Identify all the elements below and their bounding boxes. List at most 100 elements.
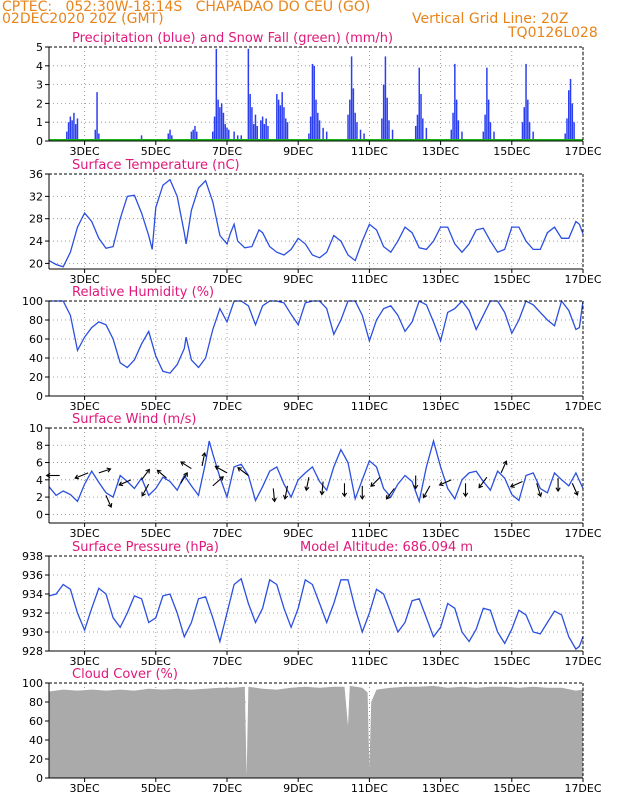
panel-0 <box>45 46 584 145</box>
y-tick-label: 2 <box>36 491 43 504</box>
y-tick-label: 100 <box>22 295 43 308</box>
wind-vector <box>212 476 224 487</box>
y-tick-label: 100 <box>22 677 43 690</box>
precip-bar <box>212 131 214 141</box>
precip-bar <box>215 48 218 141</box>
panel-title: Surface Temperature (nC) <box>72 158 240 173</box>
header-station: CPTEC: 052:30W-18:14S CHAPADAO DO CEU (G… <box>2 0 371 15</box>
wind-vector <box>180 461 192 470</box>
precip-bar <box>190 131 193 141</box>
wind-vector <box>237 467 249 476</box>
wind-vector-head <box>106 467 112 473</box>
precip-bar <box>226 127 228 141</box>
wind-vector-head <box>573 490 579 496</box>
precip-bar <box>309 116 312 141</box>
y-tick-label: 928 <box>22 645 43 658</box>
precip-bar <box>240 135 242 141</box>
x-tick-label: 15DEC <box>493 145 530 158</box>
panel-1 <box>45 173 584 273</box>
y-tick-label: 5 <box>36 41 43 54</box>
panel-title: Relative Humidity (%) <box>72 285 214 300</box>
y-tick-label: 934 <box>22 588 43 601</box>
x-tick-label: 15DEC <box>493 782 530 795</box>
wind-vector-head <box>478 483 484 489</box>
precip-bar <box>322 127 324 141</box>
panel-title: Surface Wind (m/s) <box>72 412 196 427</box>
precip-bar <box>532 131 534 141</box>
y-tick-label: 932 <box>22 607 43 620</box>
panel-title: Precipitation (blue) and Snow Fall (gree… <box>72 31 393 46</box>
x-tick-label: 5DEC <box>141 655 171 668</box>
y-tick-label: 936 <box>22 569 43 582</box>
x-tick-label: 13DEC <box>422 273 459 286</box>
precip-bar <box>493 131 495 141</box>
panel-3 <box>45 427 584 527</box>
wind-vector <box>500 460 507 474</box>
x-tick-label: 15DEC <box>493 655 530 668</box>
wind-vector <box>215 465 228 474</box>
wind-vector-head <box>462 492 469 498</box>
wind-vector <box>105 495 112 508</box>
precip-bar <box>486 67 488 141</box>
precip-bar <box>247 48 250 141</box>
wind-vector <box>386 488 395 500</box>
precip-bar <box>73 112 75 141</box>
precip-bar <box>261 116 264 141</box>
precip-bar <box>420 94 422 141</box>
x-tick-label: 13DEC <box>422 782 459 795</box>
x-tick-label: 17DEC <box>564 400 601 413</box>
x-tick-label: 5DEC <box>141 782 171 795</box>
x-tick-label: 17DEC <box>564 655 601 668</box>
precip-bar <box>568 90 570 141</box>
wind-vector-head <box>183 472 188 477</box>
wind-vector <box>141 483 150 497</box>
y-tick-label: 8 <box>36 439 43 452</box>
wind-vector <box>98 468 111 474</box>
precip-bar <box>194 125 196 141</box>
x-tick-label: 9DEC <box>283 400 313 413</box>
x-tick-label: 11DEC <box>351 400 388 413</box>
y-tick-label: 60 <box>29 715 43 728</box>
precip-bar <box>308 133 310 141</box>
precip-bar <box>571 103 574 141</box>
y-tick-label: 24 <box>29 235 43 248</box>
precip-bar <box>386 97 388 141</box>
x-tick-label: 7DEC <box>212 145 242 158</box>
wind-vector <box>321 481 324 495</box>
precip-bar <box>484 114 486 141</box>
precip-bar <box>281 92 283 141</box>
panel-title: Cloud Cover (%) <box>72 667 178 682</box>
y-tick-label: 0 <box>36 508 43 521</box>
precip-bar <box>96 92 98 141</box>
precip-bar <box>416 114 419 141</box>
y-tick-label: 80 <box>29 314 43 327</box>
wind-vector-head <box>145 468 150 474</box>
y-tick-label: 3 <box>36 79 43 92</box>
precip-bar <box>564 133 566 141</box>
wind-vector-head <box>537 492 543 498</box>
x-tick-label: 17DEC <box>564 782 601 795</box>
precip-bar <box>279 105 282 141</box>
wind-vector <box>422 485 431 498</box>
precip-bar <box>569 78 572 141</box>
y-tick-label: 0 <box>36 772 43 785</box>
precip-bar <box>352 88 355 141</box>
precip-bar <box>523 107 526 141</box>
wind-vector-head <box>237 467 242 472</box>
wind-vector-head <box>118 481 124 487</box>
precip-bar <box>382 84 385 141</box>
precip-bar <box>171 135 173 141</box>
wind-vector-head <box>438 481 444 487</box>
y-tick-label: 20 <box>29 371 43 384</box>
x-tick-label: 5DEC <box>141 400 171 413</box>
wind-vector <box>118 479 132 486</box>
y-tick-label: 36 <box>29 168 43 181</box>
precip-bar <box>254 114 257 141</box>
wind-vector <box>180 472 188 484</box>
x-tick-label: 13DEC <box>422 145 459 158</box>
panel-5 <box>45 682 584 782</box>
x-tick-label: 9DEC <box>283 655 313 668</box>
precip-bar <box>222 112 225 141</box>
precip-bar <box>74 124 77 141</box>
